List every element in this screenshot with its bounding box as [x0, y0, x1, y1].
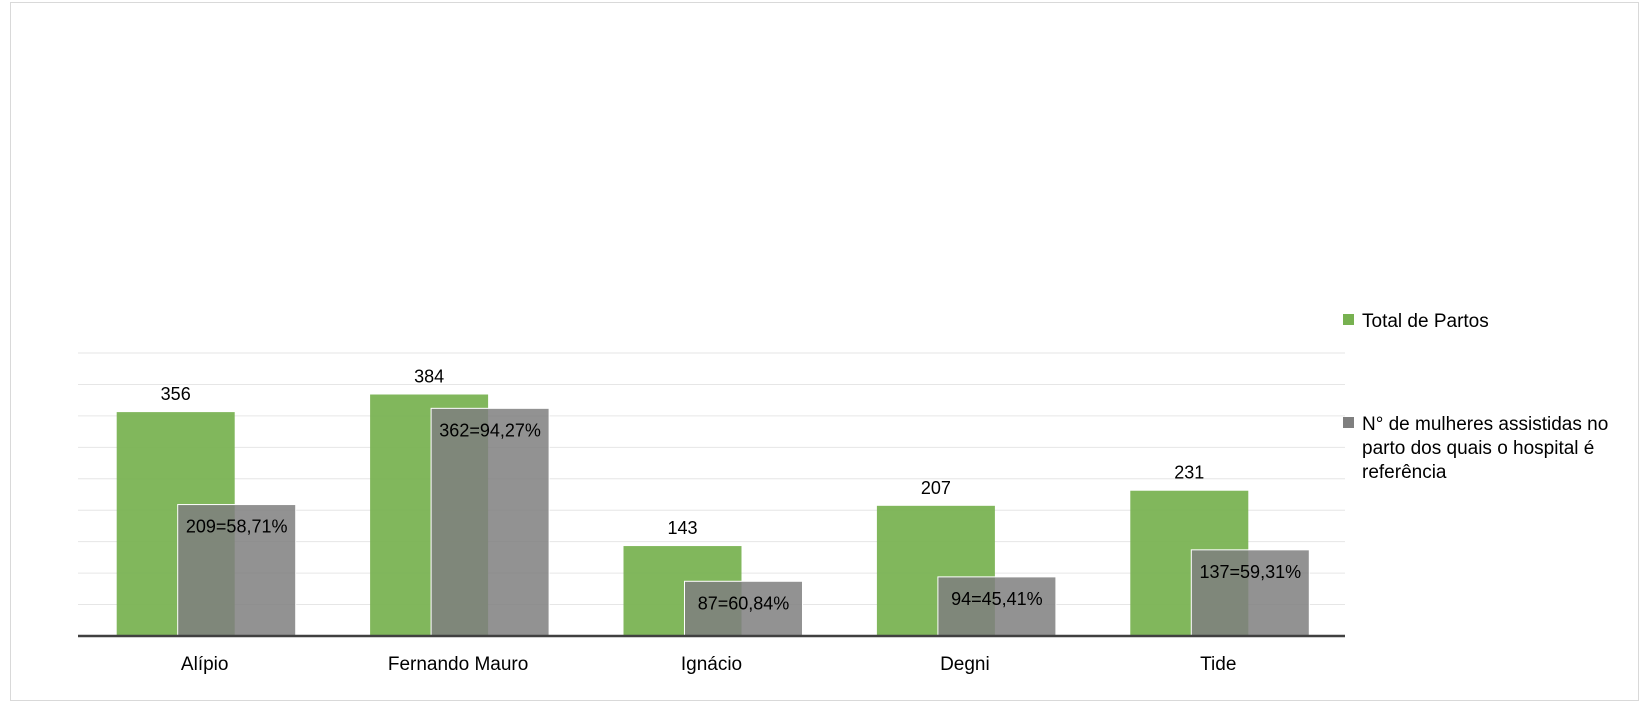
- x-tick-label: Alípio: [181, 654, 229, 675]
- x-tick-label: Degni: [940, 654, 990, 675]
- data-label-assistidas: 362=94,27%: [439, 420, 541, 440]
- data-labels: 356 209=58,71% 384 362=94,27% 143 87=60,84% 20…: [161, 367, 1301, 614]
- bar-mulheres-assistidas: [1190, 549, 1310, 637]
- legend-label-assistidas: N° de mulheres assistidas no parto dos qu…: [1362, 414, 1608, 483]
- data-label-total: 384: [414, 367, 444, 387]
- x-tick-label: Fernando Mauro: [388, 654, 528, 675]
- legend-swatch-assistidas: [1343, 417, 1354, 428]
- legend-swatch-total: [1343, 314, 1354, 325]
- series-mulheres-assistidas: [177, 407, 1310, 637]
- bar-mulheres-assistidas: [937, 576, 1057, 637]
- legend: Total de Partos N° de mulheres assistidas…: [1343, 311, 1608, 483]
- x-tick-label: Ignácio: [681, 654, 742, 675]
- data-label-total: 143: [667, 518, 697, 538]
- x-axis: Alípio Fernando Mauro Ignácio Degni Tide: [78, 634, 1345, 675]
- bar-mulheres-assistidas: [430, 407, 550, 637]
- data-label-assistidas: 87=60,84%: [698, 593, 790, 613]
- bar-mulheres-assistidas: [684, 580, 803, 637]
- data-label-assistidas: 94=45,41%: [951, 589, 1043, 609]
- data-label-total: 231: [1174, 463, 1204, 483]
- data-label-total: 207: [921, 478, 951, 498]
- data-label-assistidas: 137=59,31%: [1200, 562, 1302, 582]
- legend-label-total: Total de Partos: [1362, 311, 1489, 332]
- x-tick-label: Tide: [1200, 654, 1236, 675]
- bar-mulheres-assistidas: [177, 504, 297, 637]
- data-label-assistidas: 209=58,71%: [186, 517, 288, 537]
- data-label-total: 356: [161, 384, 191, 404]
